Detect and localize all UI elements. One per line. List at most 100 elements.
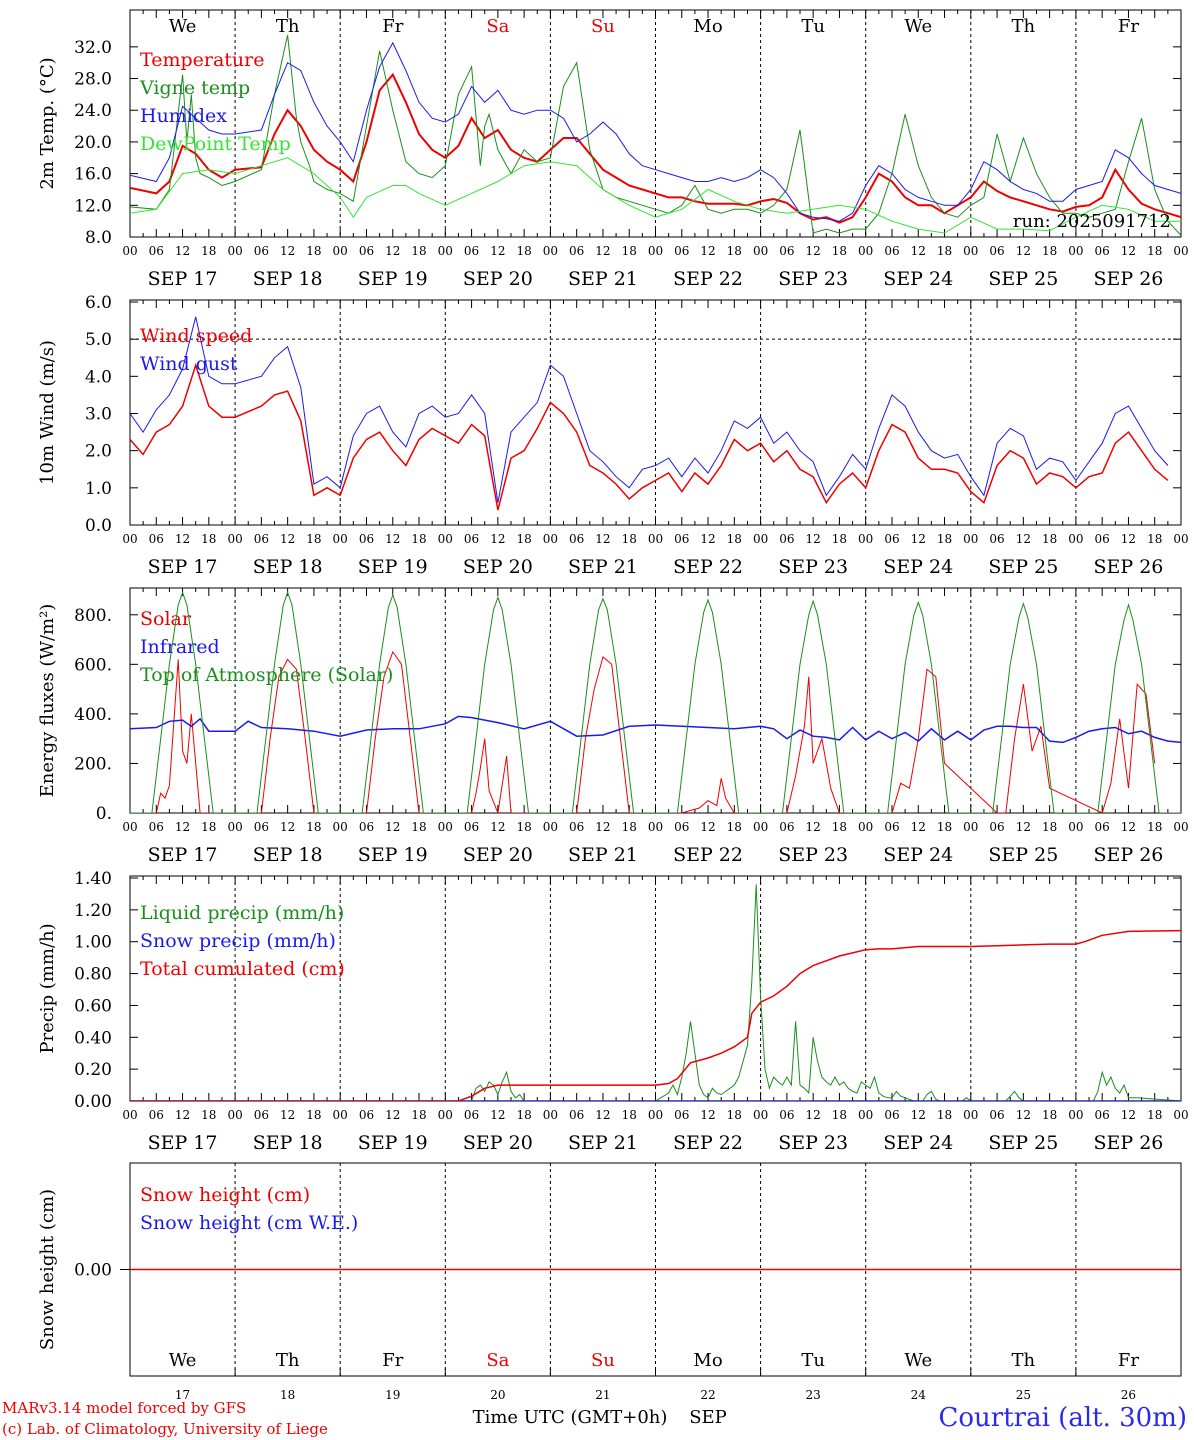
date-label: SEP 18 (253, 556, 323, 578)
y-tick-label: 0.80 (74, 965, 112, 985)
y-axis-label: Precip (mm/h) (37, 923, 58, 1053)
hour-tick-label: 00 (963, 820, 978, 834)
hour-tick-label: 18 (201, 820, 216, 834)
hour-tick-label: 12 (175, 532, 190, 546)
hour-tick-label: 00 (438, 532, 453, 546)
hour-tick-label: 00 (753, 244, 768, 258)
day-number-label: 26 (1121, 1388, 1136, 1402)
day-number-label: 23 (806, 1388, 821, 1402)
legend-entry: Solar (140, 608, 192, 630)
date-label: SEP 17 (148, 844, 218, 866)
hour-tick-label: 00 (1068, 244, 1083, 258)
y-axis-label: Snow height (cm) (37, 1189, 58, 1350)
hour-tick-label: 00 (227, 820, 242, 834)
hour-tick-label: 12 (1016, 244, 1031, 258)
y-tick-label: 400. (74, 705, 112, 725)
hour-tick-label: 18 (832, 1108, 847, 1122)
weekday-label: Th (1012, 1350, 1036, 1371)
y-tick-label: 32.0 (74, 38, 112, 58)
hour-tick-label: 06 (359, 532, 374, 546)
panel-1: 00 06 12 18 SEP 17 00 06 12 18 SEP 18 00 06 12 18 SEP … (37, 9, 1189, 290)
hour-tick-label: 06 (569, 532, 584, 546)
weekday-label: Su (591, 16, 615, 37)
hour-tick-label: 00 (543, 1108, 558, 1122)
hour-tick-label: 12 (911, 1108, 926, 1122)
hour-tick-label: 18 (1042, 820, 1057, 834)
hour-tick-label: 06 (989, 244, 1004, 258)
hour-tick-label: 06 (464, 820, 479, 834)
legend-entry: Humidex (140, 105, 227, 127)
hour-tick-label: 00 (333, 532, 348, 546)
date-label: SEP 23 (778, 1132, 848, 1154)
date-label: SEP 19 (358, 844, 428, 866)
y-tick-label: 6.0 (85, 293, 112, 313)
y-tick-label: 2.0 (85, 442, 112, 462)
hour-tick-label: 18 (411, 244, 426, 258)
hour-tick-label: 18 (622, 532, 637, 546)
legend-entry: Vigne temp (139, 77, 250, 99)
hour-tick-label: 18 (1147, 532, 1162, 546)
weekday-label: We (169, 1350, 197, 1371)
hour-tick-label: 06 (359, 244, 374, 258)
hour-tick-label: 00 (858, 820, 873, 834)
hour-tick-label: 06 (149, 1108, 164, 1122)
legend-entry: DewPoint Temp (140, 133, 291, 155)
date-label: SEP 18 (253, 268, 323, 290)
hour-tick-label: 12 (700, 532, 715, 546)
date-label: SEP 17 (148, 556, 218, 578)
weekday-label: Th (276, 16, 300, 37)
date-label: SEP 25 (988, 268, 1058, 290)
hour-tick-label: 00 (1173, 532, 1188, 546)
hour-tick-label: 00 (122, 820, 137, 834)
date-label: SEP 25 (988, 844, 1058, 866)
date-label: SEP 23 (778, 268, 848, 290)
hour-tick-label: 00 (333, 820, 348, 834)
hour-tick-label: 06 (674, 1108, 689, 1122)
hour-tick-label: 18 (1042, 244, 1057, 258)
date-label: SEP 18 (253, 1132, 323, 1154)
hour-tick-label: 06 (569, 244, 584, 258)
run-label: run: 2025091712 (1013, 211, 1171, 232)
hour-tick-label: 06 (779, 1108, 794, 1122)
hour-tick-label: 12 (490, 820, 505, 834)
hour-tick-label: 06 (569, 1108, 584, 1122)
credit-line-2: (c) Lab. of Climatology, University of L… (2, 1420, 328, 1438)
hour-tick-label: 06 (674, 820, 689, 834)
hour-tick-label: 18 (411, 532, 426, 546)
hour-tick-label: 12 (911, 244, 926, 258)
hour-tick-label: 06 (779, 244, 794, 258)
series-line (130, 72, 1181, 224)
hour-tick-label: 06 (884, 244, 899, 258)
x-axis-label: Time UTC (GMT+0h) (473, 1407, 668, 1428)
hour-tick-label: 06 (464, 244, 479, 258)
y-tick-label: 24.0 (74, 101, 112, 121)
weekday-label: Fr (1118, 1350, 1139, 1371)
hour-tick-label: 12 (385, 820, 400, 834)
hour-tick-label: 18 (201, 244, 216, 258)
date-label: SEP 20 (463, 268, 533, 290)
weekday-label: Th (1012, 16, 1036, 37)
legend-entry: Wind gust (140, 353, 238, 375)
hour-tick-label: 18 (1147, 820, 1162, 834)
station-label: Courtrai (alt. 30m) (939, 1403, 1188, 1433)
hour-tick-label: 12 (1121, 244, 1136, 258)
hour-tick-label: 18 (622, 244, 637, 258)
hour-tick-label: 12 (911, 820, 926, 834)
hour-tick-label: 00 (122, 532, 137, 546)
hour-tick-label: 06 (1095, 1108, 1110, 1122)
weekday-label: Th (276, 1350, 300, 1371)
hour-tick-label: 00 (1173, 244, 1188, 258)
y-tick-label: 28.0 (74, 70, 112, 90)
hour-tick-label: 12 (490, 244, 505, 258)
legend-entry: Wind speed (140, 325, 252, 347)
y-tick-label: 0.00 (74, 1261, 112, 1281)
y-tick-label: 12.0 (74, 196, 112, 216)
date-label: SEP 20 (463, 1132, 533, 1154)
date-label: SEP 25 (988, 1132, 1058, 1154)
hour-tick-label: 18 (306, 820, 321, 834)
hour-tick-label: 18 (937, 1108, 952, 1122)
hour-tick-label: 06 (884, 1108, 899, 1122)
series-line (130, 362, 1169, 511)
date-label: SEP 23 (778, 556, 848, 578)
date-label: SEP 21 (568, 844, 638, 866)
